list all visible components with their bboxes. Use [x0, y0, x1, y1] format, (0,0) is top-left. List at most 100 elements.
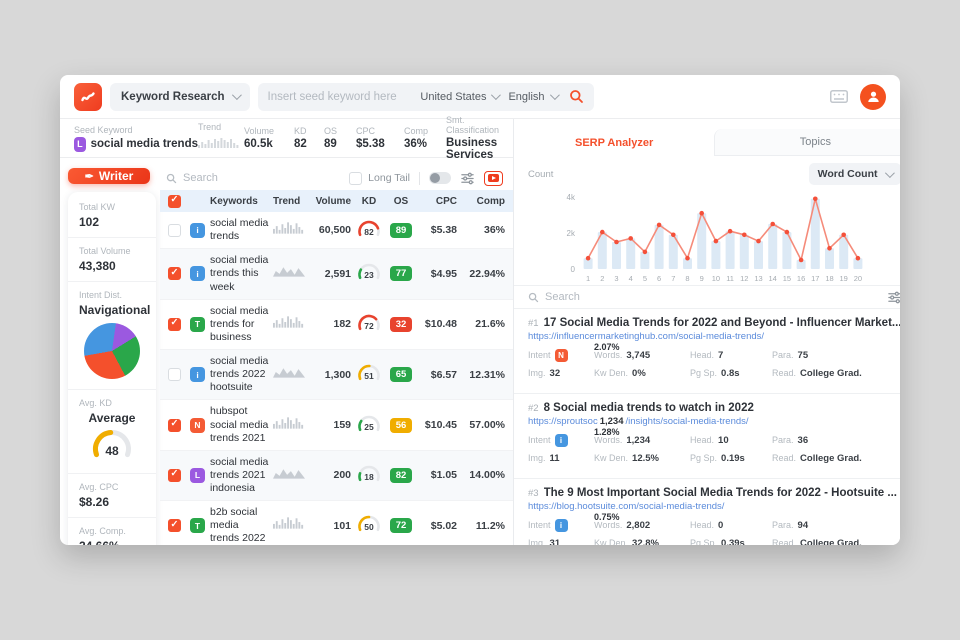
svg-text:2k: 2k: [566, 229, 575, 238]
summary-os: 89: [324, 138, 337, 150]
long-tail-checkbox-box[interactable]: [349, 171, 363, 185]
table-search-input[interactable]: Search: [166, 172, 349, 184]
keyword-cell: social media trends this week: [210, 254, 269, 293]
writer-button[interactable]: ✒ Writer: [68, 168, 150, 184]
comp-cell: 57.00%: [469, 419, 506, 432]
stats-sidebar: ✒ Writer Total KW 102 Total Volume 43,380 …: [60, 158, 160, 545]
trend-sparkline: [273, 365, 309, 384]
comp-cell: 36%: [484, 224, 506, 237]
volume-cell: 200: [333, 469, 352, 482]
intent-badge: N: [190, 417, 205, 433]
filter-icon[interactable]: [888, 291, 900, 304]
user-icon: [867, 91, 879, 102]
row-checkbox[interactable]: [168, 468, 181, 482]
kd-gauge: 51: [351, 364, 387, 385]
comp-cell: 11.2%: [475, 519, 506, 532]
kd-gauge: 25: [351, 415, 387, 436]
kd-gauge: 23: [351, 263, 387, 284]
avg-comp-value: 24.66%: [79, 539, 145, 545]
avatar[interactable]: [860, 83, 886, 110]
keyboard-icon[interactable]: [830, 90, 848, 103]
row-checkbox[interactable]: [168, 368, 181, 382]
svg-text:72: 72: [364, 321, 374, 331]
country-selector[interactable]: United States: [420, 90, 502, 103]
intent-dist-value: Navigational: [79, 303, 151, 317]
youtube-icon[interactable]: [484, 170, 504, 186]
kd-gauge: 18: [351, 465, 387, 486]
serp-result: #2 8 Social media trends to watch in 202…: [514, 394, 900, 479]
row-checkbox[interactable]: [168, 418, 181, 432]
row-checkbox[interactable]: [168, 317, 181, 331]
table-row[interactable]: N hubspot social media trends 2021 159 2…: [160, 400, 514, 451]
row-checkbox[interactable]: [168, 519, 181, 533]
keyword-table: Search Long Tail: [160, 158, 514, 545]
chevron-down-icon: [549, 90, 560, 101]
result-intent-badge: i: [554, 433, 568, 447]
svg-text:7: 7: [671, 274, 675, 283]
serp-results-list: #1 17 Social Media Trends for 2022 and B…: [514, 309, 900, 545]
result-stats: Intent N Img. 32 2.07% Words. 3,745 Kw Den. 0…: [528, 342, 862, 379]
intent-badge: T: [190, 518, 205, 534]
volume-cell: 101: [333, 519, 352, 532]
table-row[interactable]: i social media trends 60,500 82 89 $5.38…: [160, 212, 514, 250]
svg-text:50: 50: [364, 522, 374, 532]
view-toggle[interactable]: [429, 172, 452, 184]
metric-dropdown[interactable]: Word Count: [808, 163, 900, 185]
tab-topics[interactable]: Topics: [714, 129, 900, 156]
table-row[interactable]: L social media trends 2021 indonesia 200…: [160, 450, 514, 502]
trend-sparkline: [273, 221, 309, 240]
row-checkbox[interactable]: [168, 223, 181, 237]
result-url[interactable]: https://blog.hootsuite.com/social-media-…: [528, 501, 725, 512]
intent-badge: L: [190, 467, 205, 483]
volume-cell: 182: [333, 318, 352, 331]
avg-kd-gauge: 48: [79, 427, 145, 465]
svg-text:3: 3: [614, 274, 618, 283]
table-header-row: Keywords Trend Volume KD OS CPC Comp: [160, 190, 514, 212]
svg-text:15: 15: [782, 274, 790, 283]
panel-tabs: SERP Analyzer Topics: [514, 129, 900, 156]
table-row[interactable]: T social media trends for business 182 7…: [160, 300, 514, 350]
long-tail-checkbox[interactable]: Long Tail: [349, 171, 410, 185]
os-badge: 56: [390, 417, 413, 433]
svg-text:1: 1: [586, 274, 590, 283]
keyword-cell: social media trends 2022 hootsuite: [210, 355, 269, 394]
result-title[interactable]: The 9 Most Important Social Media Trends…: [543, 487, 897, 499]
cpc-cell: $10.48: [424, 318, 458, 331]
module-selector[interactable]: Keyword Research: [110, 82, 250, 111]
app-logo[interactable]: [74, 82, 102, 111]
search-submit-button[interactable]: [569, 89, 584, 104]
seed-intent-badge: L: [74, 136, 86, 152]
result-title[interactable]: 17 Social Media Trends for 2022 and Beyo…: [543, 317, 900, 329]
select-all-checkbox[interactable]: [168, 194, 181, 208]
os-badge: 89: [390, 222, 413, 238]
svg-text:11: 11: [726, 274, 734, 283]
chart-y-axis-title: Count: [528, 168, 554, 180]
os-badge: 32: [390, 316, 413, 332]
keyword-cell: social media trends for business: [210, 304, 269, 343]
result-url[interactable]: https://influencermarketinghub.com/socia…: [528, 331, 765, 342]
language-selector[interactable]: English: [508, 90, 560, 103]
svg-text:4k: 4k: [566, 193, 575, 202]
tab-serp-analyzer[interactable]: SERP Analyzer: [514, 129, 715, 156]
svg-text:0: 0: [570, 265, 575, 274]
filter-icon[interactable]: [461, 172, 474, 185]
seed-keyword-label: Seed Keyword: [74, 124, 133, 135]
result-url[interactable]: https://sproutsoc 1,234/insights/social-m…: [528, 416, 749, 427]
table-row[interactable]: i social media trends this week 2,591 23…: [160, 249, 514, 300]
comp-cell: 22.94%: [469, 267, 506, 280]
serp-result: #1 17 Social Media Trends for 2022 and B…: [514, 309, 900, 394]
search-icon: [569, 90, 583, 103]
svg-text:18: 18: [364, 472, 374, 482]
os-badge: 77: [390, 266, 413, 282]
seed-keyword-input[interactable]: Insert seed keyword here United States E…: [257, 82, 594, 111]
result-title[interactable]: 8 Social media trends to watch in 2022: [543, 402, 754, 414]
os-badge: 82: [390, 467, 413, 483]
table-row[interactable]: T b2b social media trends 2022 101 50 72…: [160, 501, 513, 545]
serp-search-input[interactable]: Search: [514, 285, 900, 309]
intent-badge: i: [190, 367, 205, 383]
result-rank: #2: [528, 403, 539, 414]
wave-logo-icon: [81, 91, 95, 101]
table-row[interactable]: i social media trends 2022 hootsuite 1,3…: [160, 350, 514, 401]
svg-text:5: 5: [643, 274, 647, 283]
row-checkbox[interactable]: [168, 267, 181, 281]
